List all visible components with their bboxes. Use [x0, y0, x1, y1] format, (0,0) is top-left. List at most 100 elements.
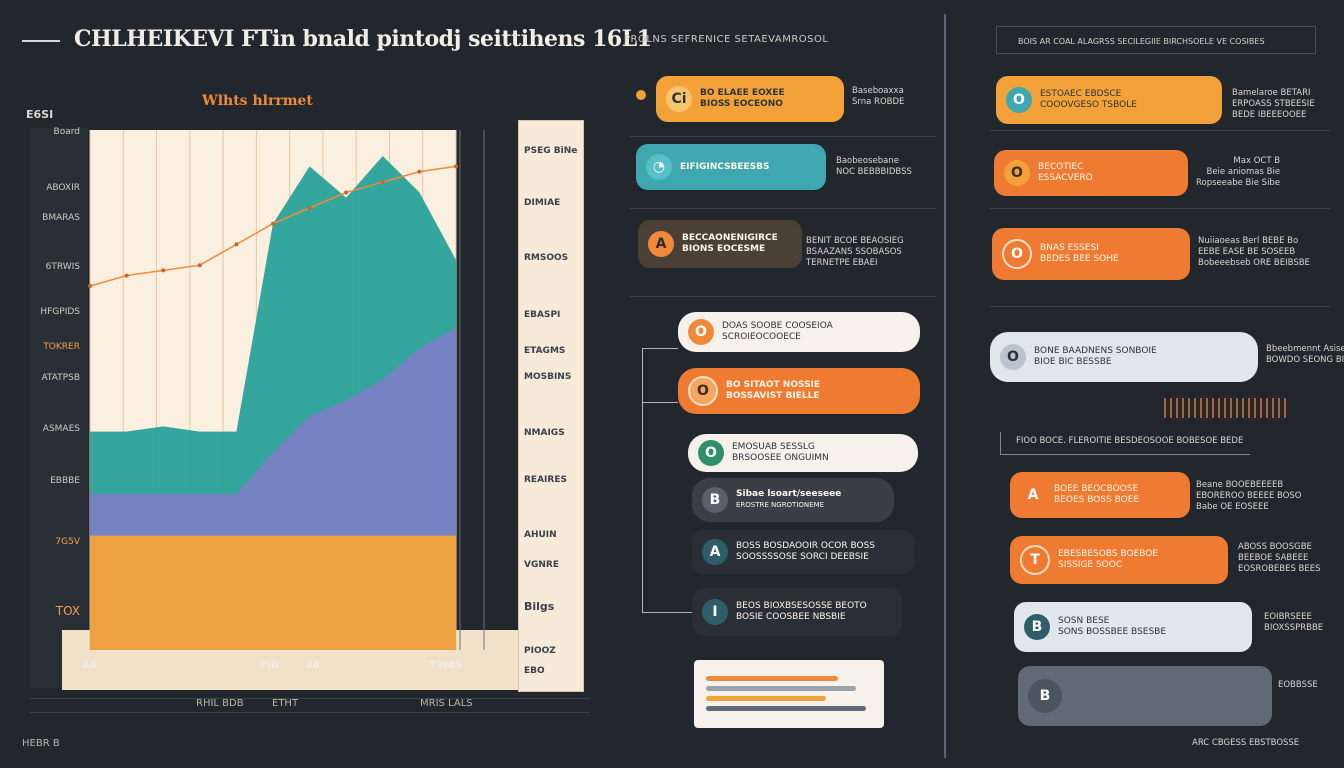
- mid-rule: [630, 208, 936, 209]
- pill-text: ESSACVERO: [1038, 173, 1093, 183]
- side-note: TERNETPE EBAEI: [806, 258, 878, 268]
- right-divider-text: FIOO BOCE. FLEROITIE BESDEOSOOE BOBESOE …: [1016, 436, 1244, 446]
- right-pill[interactable]: O BONE BAADNENS SONBOIE BIOE BIC BESSBE: [990, 332, 1258, 382]
- x-tick-label: TWAS: [430, 660, 463, 671]
- line-point: [271, 221, 275, 226]
- legend-item: PSEG BiNe: [524, 146, 578, 156]
- pill-text: BOEE BEOCBOOSE: [1054, 484, 1139, 494]
- y-axis-band: [30, 128, 88, 688]
- side-note: Baseboaxxa: [852, 86, 904, 96]
- x-tick-label: 28: [306, 660, 320, 671]
- pill-text: DOAS SOOBE COOSEIOA: [722, 321, 833, 331]
- bottom-axis-label: MRIS LALS: [420, 698, 473, 709]
- list-pill[interactable]: O DOAS SOOBE COOSEIOA SCROIEOCOOECE: [678, 312, 920, 352]
- legend-item: NMAIGS: [524, 428, 565, 438]
- side-note: BENIT BCOE BEAOSIEG: [806, 236, 904, 246]
- right-pill[interactable]: B SOSN BESE SONS BOSSBEE BSESBE: [1014, 602, 1252, 652]
- y-tick-label: TOX: [55, 604, 80, 618]
- line-point: [124, 273, 129, 278]
- right-header-box: [996, 26, 1316, 54]
- pill-text: BOSS BOSDAOOIR OCOR BOSS: [736, 541, 875, 551]
- pill-text: SOSN BESE: [1058, 616, 1110, 626]
- list-pill[interactable]: I BEOS BIOXBSESOSSE BEOTO BOSIE COOSBEE N…: [692, 588, 902, 636]
- side-note: Bobeeebseb ORE BEIBSBE: [1198, 258, 1310, 268]
- list-connector: [642, 348, 643, 612]
- legend-item: MOSBINS: [524, 372, 572, 382]
- line-point: [380, 180, 385, 184]
- list-pill[interactable]: A BOSS BOSDAOOIR OCOR BOSS SOOSSSSOSE SOR…: [692, 530, 914, 574]
- line-point: [454, 164, 458, 169]
- right-pill[interactable]: A BOEE BEOCBOOSE BEOES BOSS BOEE: [1010, 472, 1190, 518]
- mid-pill[interactable]: Ci BO ELAEE EOXEE BIOSS EOCEONO: [656, 76, 844, 122]
- card-icon: B: [1028, 679, 1062, 713]
- side-note: Beie aniomas Bie: [1206, 167, 1281, 177]
- right-pill[interactable]: O BECOTIEC ESSACVERO: [994, 150, 1188, 196]
- legend-item: EBO: [524, 666, 545, 676]
- pill-text: BOSSAVIST BIELLE: [726, 391, 820, 401]
- line-point: [417, 169, 422, 174]
- card-icon: A: [1020, 482, 1046, 508]
- mid-rule: [630, 296, 936, 297]
- pill-text: EIFIGINCSBEESBS: [680, 161, 770, 172]
- bottom-axis-rule: [30, 698, 590, 699]
- right-pill[interactable]: B: [1018, 666, 1272, 726]
- pill-text: BOSIE COOSBEE NBSBIE: [736, 612, 846, 622]
- side-note: Max OCT B: [1233, 156, 1281, 166]
- plot-area: [88, 130, 458, 650]
- pill-text: BONE BAADNENS SONBOIE: [1034, 346, 1157, 356]
- legend-item: AHUIN: [524, 530, 557, 540]
- x-tick-label: PID: [260, 660, 280, 671]
- pill-text: BNAS ESSESI: [1040, 243, 1099, 253]
- side-note: ERPOASS STBEESIE: [1232, 99, 1315, 109]
- side-note: Bamelaroe BETARI: [1232, 88, 1311, 98]
- circle-icon: O: [1000, 344, 1026, 370]
- page-title: CHLHEIKEVI FTin bnald pintodj seittihens…: [74, 26, 652, 52]
- bottom-axis-label: RHIL BDB: [196, 698, 244, 709]
- side-note: BIOXSSPRBBE: [1264, 623, 1324, 633]
- header-rule: [22, 40, 60, 42]
- list-connector: [642, 348, 678, 349]
- pill-text: BEDES BEE SOHE: [1040, 254, 1119, 264]
- list-connector: [642, 612, 692, 613]
- card-icon: A: [648, 231, 674, 257]
- legend-item: DIMIAE: [524, 198, 561, 208]
- card-icon: I: [702, 599, 728, 625]
- list-pill[interactable]: O BO SITAOT NOSSIE BOSSAVIST BIELLE: [678, 368, 920, 414]
- line-point: [234, 242, 239, 247]
- side-note: Ropseeabe Bie Sibe: [1196, 178, 1281, 188]
- card-icon: B: [1024, 614, 1050, 640]
- legend-panel: [518, 120, 584, 692]
- pill-text: ESTOAEC EBDSCE: [1040, 89, 1122, 99]
- mini-chart-card: [694, 660, 884, 728]
- mid-pill[interactable]: A BECCAONENIGIRCE BIONS EOCESME: [638, 220, 802, 268]
- chart-svg: [30, 128, 518, 690]
- mid-pill[interactable]: ◔ EIFIGINCSBEESBS: [636, 144, 826, 190]
- list-pill[interactable]: O EMOSUAB SESSLG BRSOOSEE ONGUIMN: [688, 434, 918, 472]
- side-note: EOBBSSE: [1278, 680, 1318, 690]
- circle-icon: O: [688, 376, 718, 406]
- side-note: BOWDO SEONG BISE: [1266, 355, 1344, 365]
- right-pill[interactable]: O BNAS ESSESI BEDES BEE SOHE: [992, 228, 1190, 280]
- pill-text: BEOES BOSS BOEE: [1054, 495, 1140, 505]
- pill-text: EMOSUAB SESSLG: [732, 442, 815, 452]
- tick-strip: [1164, 398, 1286, 418]
- line-point: [307, 206, 312, 210]
- right-pill[interactable]: T EBESBESOBS BOEBOE SISSIGE SOOC: [1010, 536, 1228, 584]
- right-rule: [990, 306, 1330, 307]
- list-pill[interactable]: B Sibae lsoart/seeseee EROSTRE NGROTIONEM…: [692, 478, 894, 522]
- pill-text: BRSOOSEE ONGUIMN: [732, 453, 829, 463]
- pill-text: COOOVGESO TSBOLE: [1040, 100, 1137, 110]
- line-point: [197, 263, 202, 268]
- legend-item: PIOOZ: [524, 646, 556, 656]
- side-note: Baobeosebane: [836, 156, 899, 166]
- mini-bar: [706, 696, 826, 701]
- mini-bar: [706, 676, 838, 681]
- y-axis-corner-label: E6SI: [26, 108, 54, 121]
- right-pill[interactable]: O ESTOAEC EBDSCE COOOVGESO TSBOLE: [996, 76, 1222, 124]
- pill-text: BIOE BIC BESSBE: [1034, 357, 1112, 367]
- bottom-axis-rule-2: [30, 712, 590, 713]
- right-bracket: [1000, 432, 1001, 454]
- side-note: NOC BEBBBIDBSS: [836, 167, 912, 177]
- side-note: Bbeebmennt Asise: [1266, 344, 1344, 354]
- side-note: ABOSS BOOSGBE: [1238, 542, 1312, 552]
